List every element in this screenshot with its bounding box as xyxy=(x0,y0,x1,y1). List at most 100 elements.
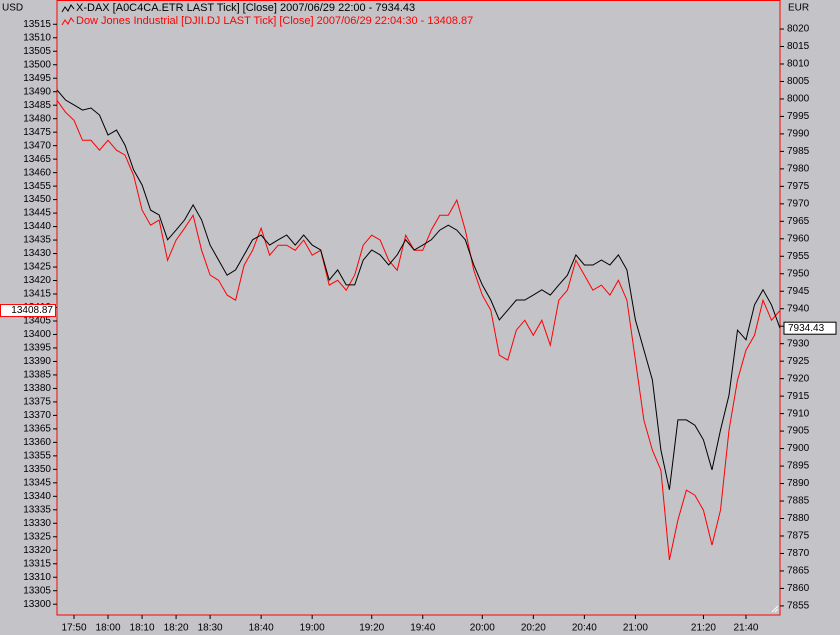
y-tick-label: 13350 xyxy=(23,464,51,475)
y-tick-label: 13485 xyxy=(23,100,51,111)
y-tick-label: 13345 xyxy=(23,477,51,488)
y-tick-label: 13390 xyxy=(23,356,51,367)
y2-tick-label: 7855 xyxy=(787,601,810,612)
y-tick-label: 13425 xyxy=(23,262,51,273)
y2-tick-label: 7985 xyxy=(787,146,810,157)
y2-tick-label: 7990 xyxy=(787,129,810,140)
y-tick-label: 13475 xyxy=(23,127,51,138)
y-axis-label: USD xyxy=(2,3,23,14)
y2-tick-label: 7995 xyxy=(787,111,810,122)
y-tick-label: 13440 xyxy=(23,221,51,232)
y-tick-label: 13380 xyxy=(23,383,51,394)
legend-entry: Dow Jones Industrial [DJII.DJ LAST Tick]… xyxy=(76,15,473,27)
y-tick-label: 13510 xyxy=(23,32,51,43)
y-tick-label: 13490 xyxy=(23,86,51,97)
x-tick-label: 18:10 xyxy=(130,623,155,634)
y2-tick-label: 7865 xyxy=(787,566,810,577)
y2-tick-label: 7955 xyxy=(787,251,810,262)
y2-tick-label: 8020 xyxy=(787,24,810,35)
y-tick-label: 13305 xyxy=(23,585,51,596)
last-value-box xyxy=(0,304,56,318)
legend-icon xyxy=(61,4,75,13)
y-tick-label: 13405 xyxy=(23,316,51,327)
y2-tick-label: 7960 xyxy=(787,233,810,244)
x-tick-label: 20:00 xyxy=(470,623,495,634)
series-line xyxy=(56,100,781,561)
y-tick-label: 13430 xyxy=(23,248,51,259)
y-tick-label: 13460 xyxy=(23,167,51,178)
y-tick-label: 13480 xyxy=(23,113,51,124)
x-tick-label: 19:20 xyxy=(359,623,384,634)
y2-tick-label: 8005 xyxy=(787,76,810,87)
x-tick-label: 21:20 xyxy=(691,623,716,634)
y-tick-label: 13320 xyxy=(23,545,51,556)
y2-tick-label: 7940 xyxy=(787,303,810,314)
x-tick-label: 18:20 xyxy=(164,623,189,634)
y2-tick-label: 7870 xyxy=(787,548,810,559)
y-tick-label: 13470 xyxy=(23,140,51,151)
y2-tick-label: 8015 xyxy=(787,41,810,52)
y2-tick-label: 7980 xyxy=(787,164,810,175)
y-tick-label: 13300 xyxy=(23,599,51,610)
legend-entry: X-DAX [A0C4CA.ETR LAST Tick] [Close] 200… xyxy=(76,2,415,14)
y2-tick-label: 7910 xyxy=(787,408,810,419)
y-tick-label: 13335 xyxy=(23,504,51,515)
y-tick-label: 13370 xyxy=(23,410,51,421)
y-tick-label: 13340 xyxy=(23,491,51,502)
y2-tick-label: 7875 xyxy=(787,531,810,542)
y-tick-label: 13365 xyxy=(23,424,51,435)
y-tick-label: 13495 xyxy=(23,73,51,84)
x-tick-label: 18:30 xyxy=(198,623,223,634)
y2-axis-label: EUR xyxy=(788,3,809,14)
y-tick-label: 13385 xyxy=(23,370,51,381)
x-tick-label: 18:40 xyxy=(249,623,274,634)
y-tick-label: 13450 xyxy=(23,194,51,205)
x-tick-label: 19:00 xyxy=(300,623,325,634)
y-tick-label: 13355 xyxy=(23,450,51,461)
y2-tick-label: 8000 xyxy=(787,94,810,105)
y2-tick-label: 7975 xyxy=(787,181,810,192)
y-tick-label: 13360 xyxy=(23,437,51,448)
y-tick-label: 13330 xyxy=(23,518,51,529)
x-tick-label: 19:40 xyxy=(410,623,435,634)
y2-tick-label: 7945 xyxy=(787,286,810,297)
y-tick-label: 13375 xyxy=(23,397,51,408)
y-tick-label: 13395 xyxy=(23,343,51,354)
x-tick-label: 21:40 xyxy=(733,623,758,634)
series-line xyxy=(56,89,781,490)
x-tick-label: 20:20 xyxy=(521,623,546,634)
y2-tick-label: 7925 xyxy=(787,356,810,367)
y2-tick-label: 7880 xyxy=(787,513,810,524)
last-value-label: 13408.87 xyxy=(11,305,53,316)
y2-tick-label: 7885 xyxy=(787,496,810,507)
y-tick-label: 13420 xyxy=(23,275,51,286)
x-tick-label: 17:50 xyxy=(61,623,86,634)
y2-tick-label: 7860 xyxy=(787,583,810,594)
plot-frame xyxy=(56,0,781,616)
legend-icon xyxy=(61,17,75,26)
y2-tick-label: 7895 xyxy=(787,461,810,472)
x-tick-label: 20:40 xyxy=(572,623,597,634)
y2-tick-label: 7890 xyxy=(787,478,810,489)
y2-tick-label: 7905 xyxy=(787,426,810,437)
y-tick-label: 13315 xyxy=(23,558,51,569)
y2-tick-label: 8010 xyxy=(787,59,810,70)
y-tick-label: 13500 xyxy=(23,59,51,70)
resize-grip xyxy=(771,605,779,613)
y2-tick-label: 7950 xyxy=(787,268,810,279)
y-tick-label: 13415 xyxy=(23,289,51,300)
x-tick-label: 18:00 xyxy=(96,623,121,634)
y2-tick-label: 7920 xyxy=(787,373,810,384)
last-value-box xyxy=(783,321,837,335)
y-tick-label: 13465 xyxy=(23,154,51,165)
y-tick-label: 13325 xyxy=(23,531,51,542)
y-tick-label: 13400 xyxy=(23,329,51,340)
x-tick-label: 21:00 xyxy=(623,623,648,634)
y2-tick-label: 7930 xyxy=(787,338,810,349)
y2-tick-label: 7965 xyxy=(787,216,810,227)
y-tick-label: 13515 xyxy=(23,19,51,30)
y2-tick-label: 7915 xyxy=(787,391,810,402)
y-tick-label: 13310 xyxy=(23,572,51,583)
last-value-label: 7934.43 xyxy=(788,323,825,334)
